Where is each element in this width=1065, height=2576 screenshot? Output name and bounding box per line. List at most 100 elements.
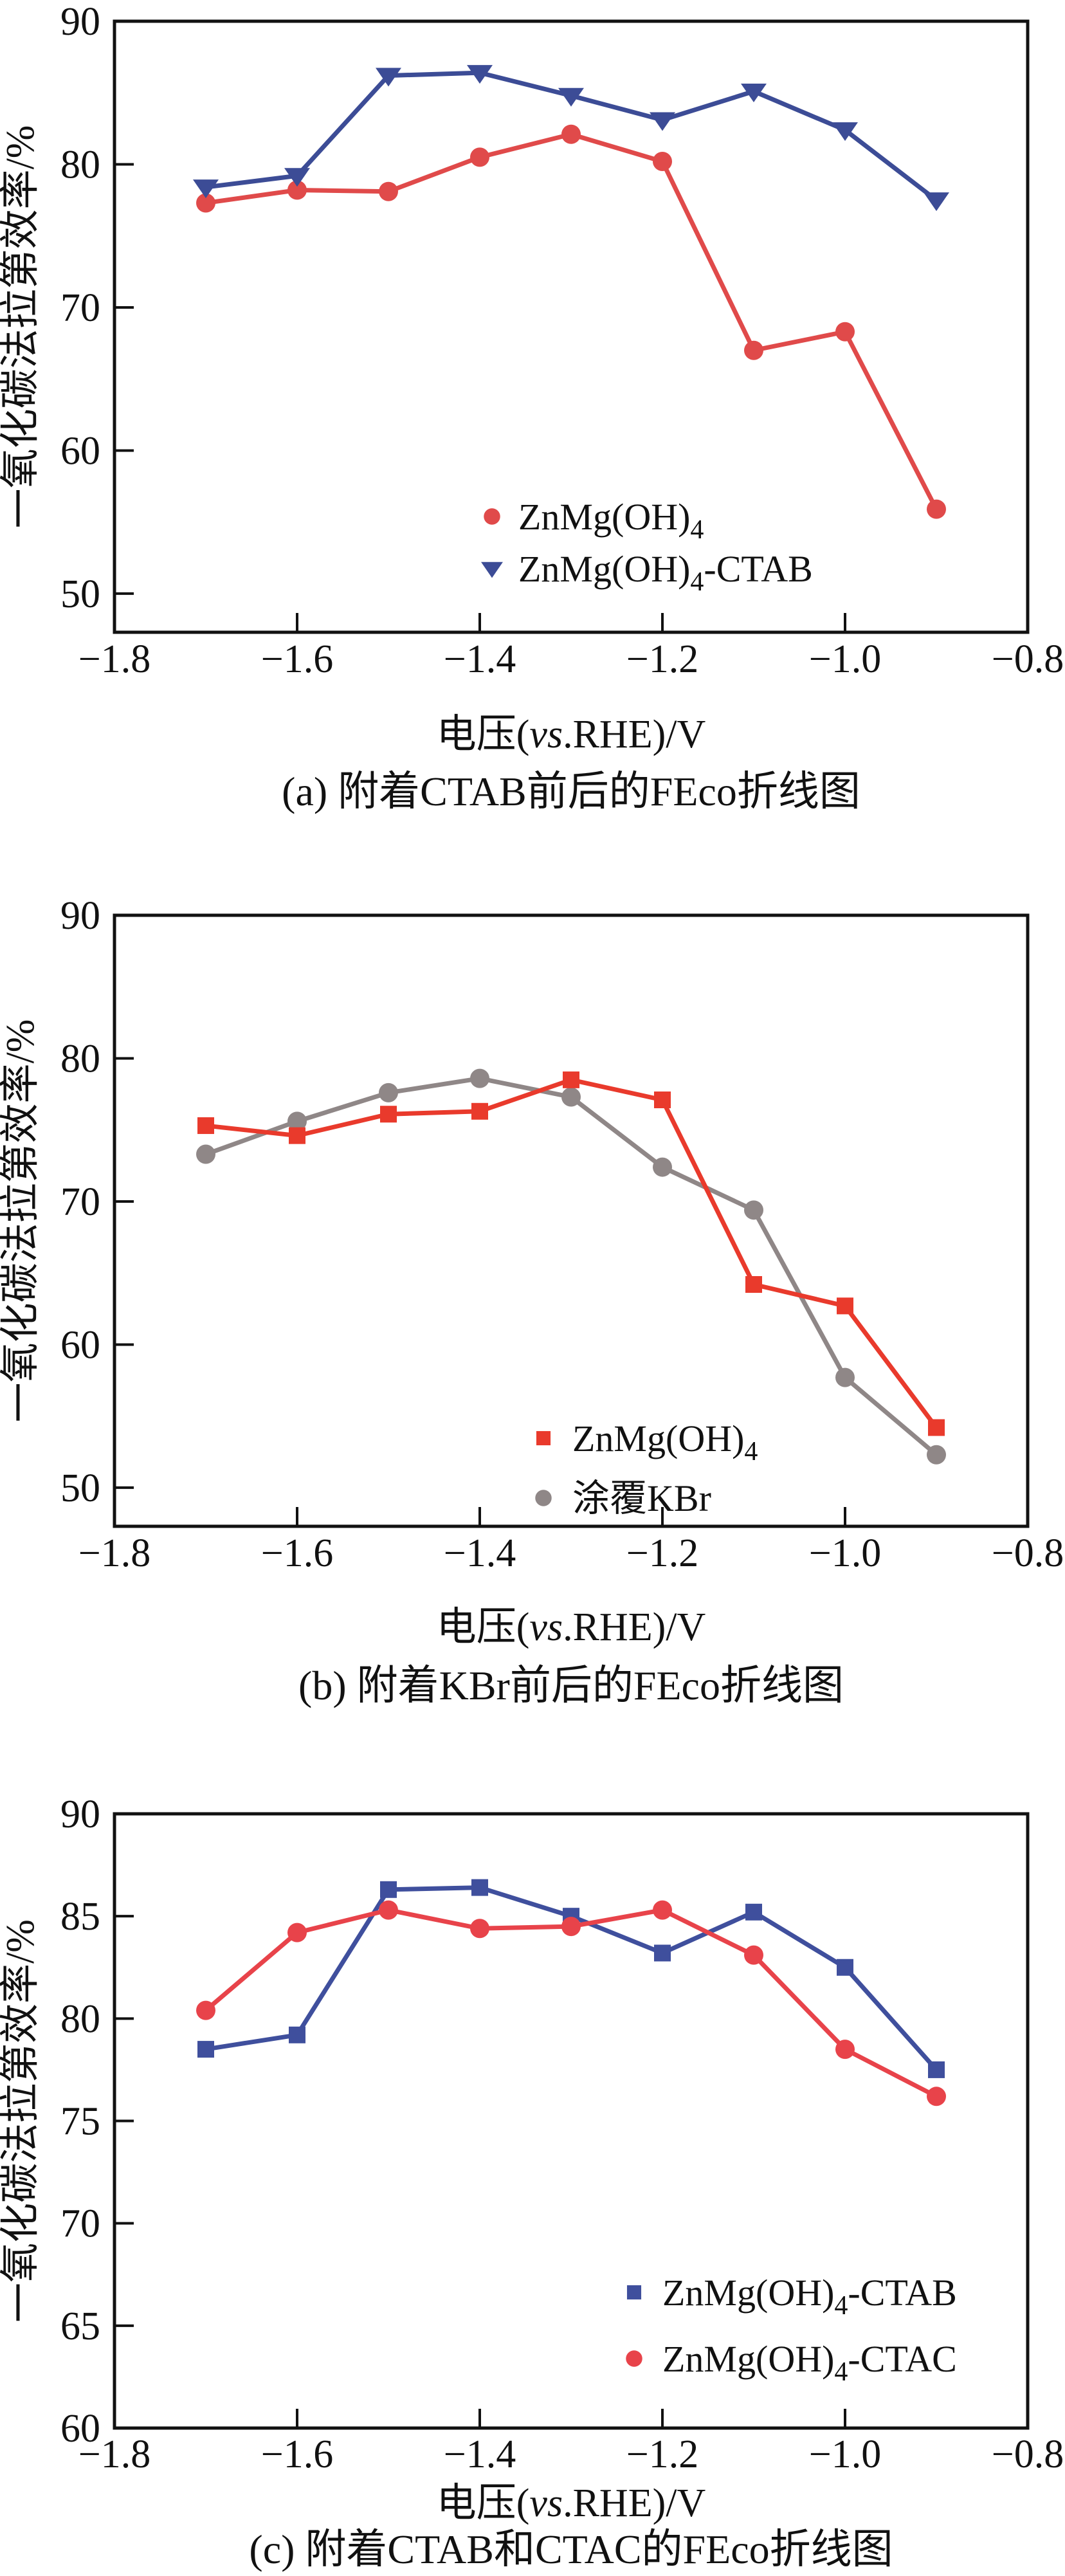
legend-marker (626, 2285, 642, 2300)
x-tick-label: −1.6 (261, 2433, 333, 2476)
y-tick-label: 90 (60, 0, 100, 44)
legend-label-suffix: -CTAC (848, 2338, 956, 2380)
chart-a-caption: (a) 附着CTAB前后的FEco折线图 (282, 769, 860, 814)
x-tick-label: −1.0 (809, 2433, 881, 2476)
data-point-marker (470, 1919, 489, 1939)
y-tick-label: 80 (60, 1997, 100, 2041)
chart-c-plot: −1.8 −1.6 −1.4 −1.2 −1.0 −0.8 60 65 70 75 80 85 90 Zn… (0, 1793, 1064, 2525)
series-0 (197, 1879, 945, 2078)
x-axis-title-vs: vs (529, 1605, 563, 1649)
x-tick-label: −0.8 (992, 2433, 1064, 2476)
legend-marker (484, 508, 500, 525)
legend-label-sub: 4 (690, 515, 704, 545)
data-point-marker (837, 1959, 853, 1976)
data-point-marker (653, 1900, 672, 1920)
plot-border (113, 19, 1030, 634)
data-point-marker (193, 179, 219, 199)
series-1 (196, 1900, 946, 2106)
data-point-marker (197, 2041, 214, 2058)
y-axis-title: 一氧化碳法拉第效率/% (0, 125, 42, 529)
x-axis-title-post: .RHE)/V (563, 713, 705, 756)
plot-border (113, 913, 1030, 1528)
y-tick-label: 85 (60, 1895, 100, 1939)
data-point-marker (927, 499, 946, 519)
y-tick-label: 60 (60, 1323, 100, 1367)
x-axis-title-post: .RHE)/V (563, 1605, 705, 1649)
legend-label-main: ZnMg(OH) (572, 1418, 744, 1459)
chart-b-caption: (b) 附着KBr前后的FEco折线图 (298, 1663, 844, 1708)
data-point-marker (563, 1071, 579, 1088)
legend-label-main: 涂覆KBr (572, 1477, 711, 1519)
data-point-marker (745, 1903, 762, 1921)
legend-marker (481, 562, 503, 578)
data-point-marker (379, 1082, 398, 1102)
data-point-marker (289, 2026, 305, 2043)
data-point-marker (832, 122, 858, 142)
series-1 (196, 1068, 946, 1465)
data-point-marker (196, 2000, 215, 2020)
plot-border (113, 1812, 1030, 2430)
data-point-marker (284, 168, 310, 187)
data-point-marker (928, 1419, 945, 1436)
data-point-marker (471, 1102, 488, 1120)
data-point-marker (558, 87, 584, 107)
chart-b-canvas: −1.8 −1.6 −1.4 −1.2 −1.0 −0.8 50 60 70 80 90 ZnMg(O… (0, 894, 1065, 1711)
x-tick-label: −1.8 (78, 1531, 150, 1575)
series-1 (193, 65, 949, 212)
data-point-marker (653, 152, 672, 172)
legend-label-suffix: -CTAB (848, 2272, 956, 2314)
x-axis-title-vs: vs (529, 713, 563, 756)
data-point-marker (835, 1367, 855, 1387)
legend-label: ZnMg(OH)4 (572, 1418, 758, 1466)
data-point-marker (471, 1879, 488, 1896)
legend-label-main: ZnMg(OH) (518, 548, 690, 590)
legend-label-main: ZnMg(OH) (662, 2338, 834, 2380)
legend: ZnMg(OH)4 涂覆KBr (535, 1418, 758, 1519)
chart-a-canvas: −1.8 −1.6 −1.4 −1.2 −1.0 −0.8 50 60 70 80 90 ZnMg(O… (0, 0, 1065, 817)
panel-b: −1.8 −1.6 −1.4 −1.2 −1.0 −0.8 50 60 70 80 90 ZnMg(O… (0, 894, 1065, 1711)
x-tick-label: −1.0 (809, 637, 881, 681)
data-point-marker (380, 1881, 397, 1898)
x-axis-title-pre: 电压( (437, 2481, 530, 2525)
data-point-marker (561, 1917, 581, 1937)
x-tick-label: −1.4 (444, 637, 516, 681)
data-point-marker (744, 1945, 763, 1965)
series-line (205, 1077, 938, 1429)
legend-label: ZnMg(OH)4-CTAB (518, 548, 813, 597)
series-0 (197, 1071, 945, 1436)
axis-ticks: −1.8 −1.6 −1.4 −1.2 −1.0 −0.8 60 65 70 75 80 85 90 (60, 1793, 1064, 2476)
x-tick-label: −1.6 (261, 637, 333, 681)
data-point-marker (744, 340, 763, 360)
data-point-marker (289, 1127, 305, 1144)
legend-label-sub: 4 (690, 567, 704, 597)
legend-label-main: ZnMg(OH) (518, 496, 690, 538)
data-point-marker (287, 1111, 307, 1131)
series-line (205, 1076, 938, 1457)
data-point-marker (927, 2087, 946, 2106)
data-point-marker (741, 84, 767, 103)
series-0 (196, 124, 946, 519)
y-tick-label: 80 (60, 1037, 100, 1081)
y-tick-label: 90 (60, 1793, 100, 1836)
x-tick-label: −0.8 (992, 1531, 1064, 1575)
legend-label: ZnMg(OH)4 (518, 496, 704, 545)
x-axis-title-vs: vs (529, 2481, 563, 2525)
y-axis-title: 一氧化碳法拉第效率/% (0, 1019, 42, 1423)
y-tick-label: 70 (60, 286, 100, 330)
y-tick-label: 75 (60, 2100, 100, 2144)
data-point-marker (928, 2061, 945, 2078)
chart-c-caption: (c) 附着CTAB和CTAC的FEco折线图 (249, 2526, 893, 2572)
data-point-marker (287, 180, 307, 200)
y-tick-label: 50 (60, 1466, 100, 1510)
legend-marker (535, 1490, 552, 1506)
data-point-marker (650, 112, 675, 131)
x-tick-label: −1.4 (444, 1531, 516, 1575)
x-tick-label: −1.2 (626, 637, 698, 681)
legend-marker (536, 1430, 551, 1446)
x-tick-label: −1.4 (444, 2433, 516, 2476)
legend-label: ZnMg(OH)4-CTAB (662, 2272, 957, 2321)
x-axis-title: 电压(vs.RHE)/V (437, 1605, 706, 1649)
